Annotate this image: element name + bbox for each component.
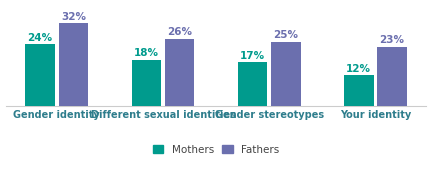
Text: 18%: 18% [134,48,159,58]
Bar [344,75,374,106]
Text: 12%: 12% [346,64,371,74]
Text: 25%: 25% [273,30,298,40]
Text: 26%: 26% [167,27,192,37]
Text: 23%: 23% [380,35,405,45]
Bar [271,42,301,106]
Bar [25,44,55,106]
Text: 24%: 24% [27,33,53,43]
Bar [132,60,161,106]
Bar [238,62,267,106]
Bar [59,24,88,106]
Bar [377,47,407,106]
Legend: Mothers, Fathers: Mothers, Fathers [153,145,279,155]
Text: 17%: 17% [240,51,265,61]
Text: 32%: 32% [61,12,86,22]
Bar [165,39,194,106]
